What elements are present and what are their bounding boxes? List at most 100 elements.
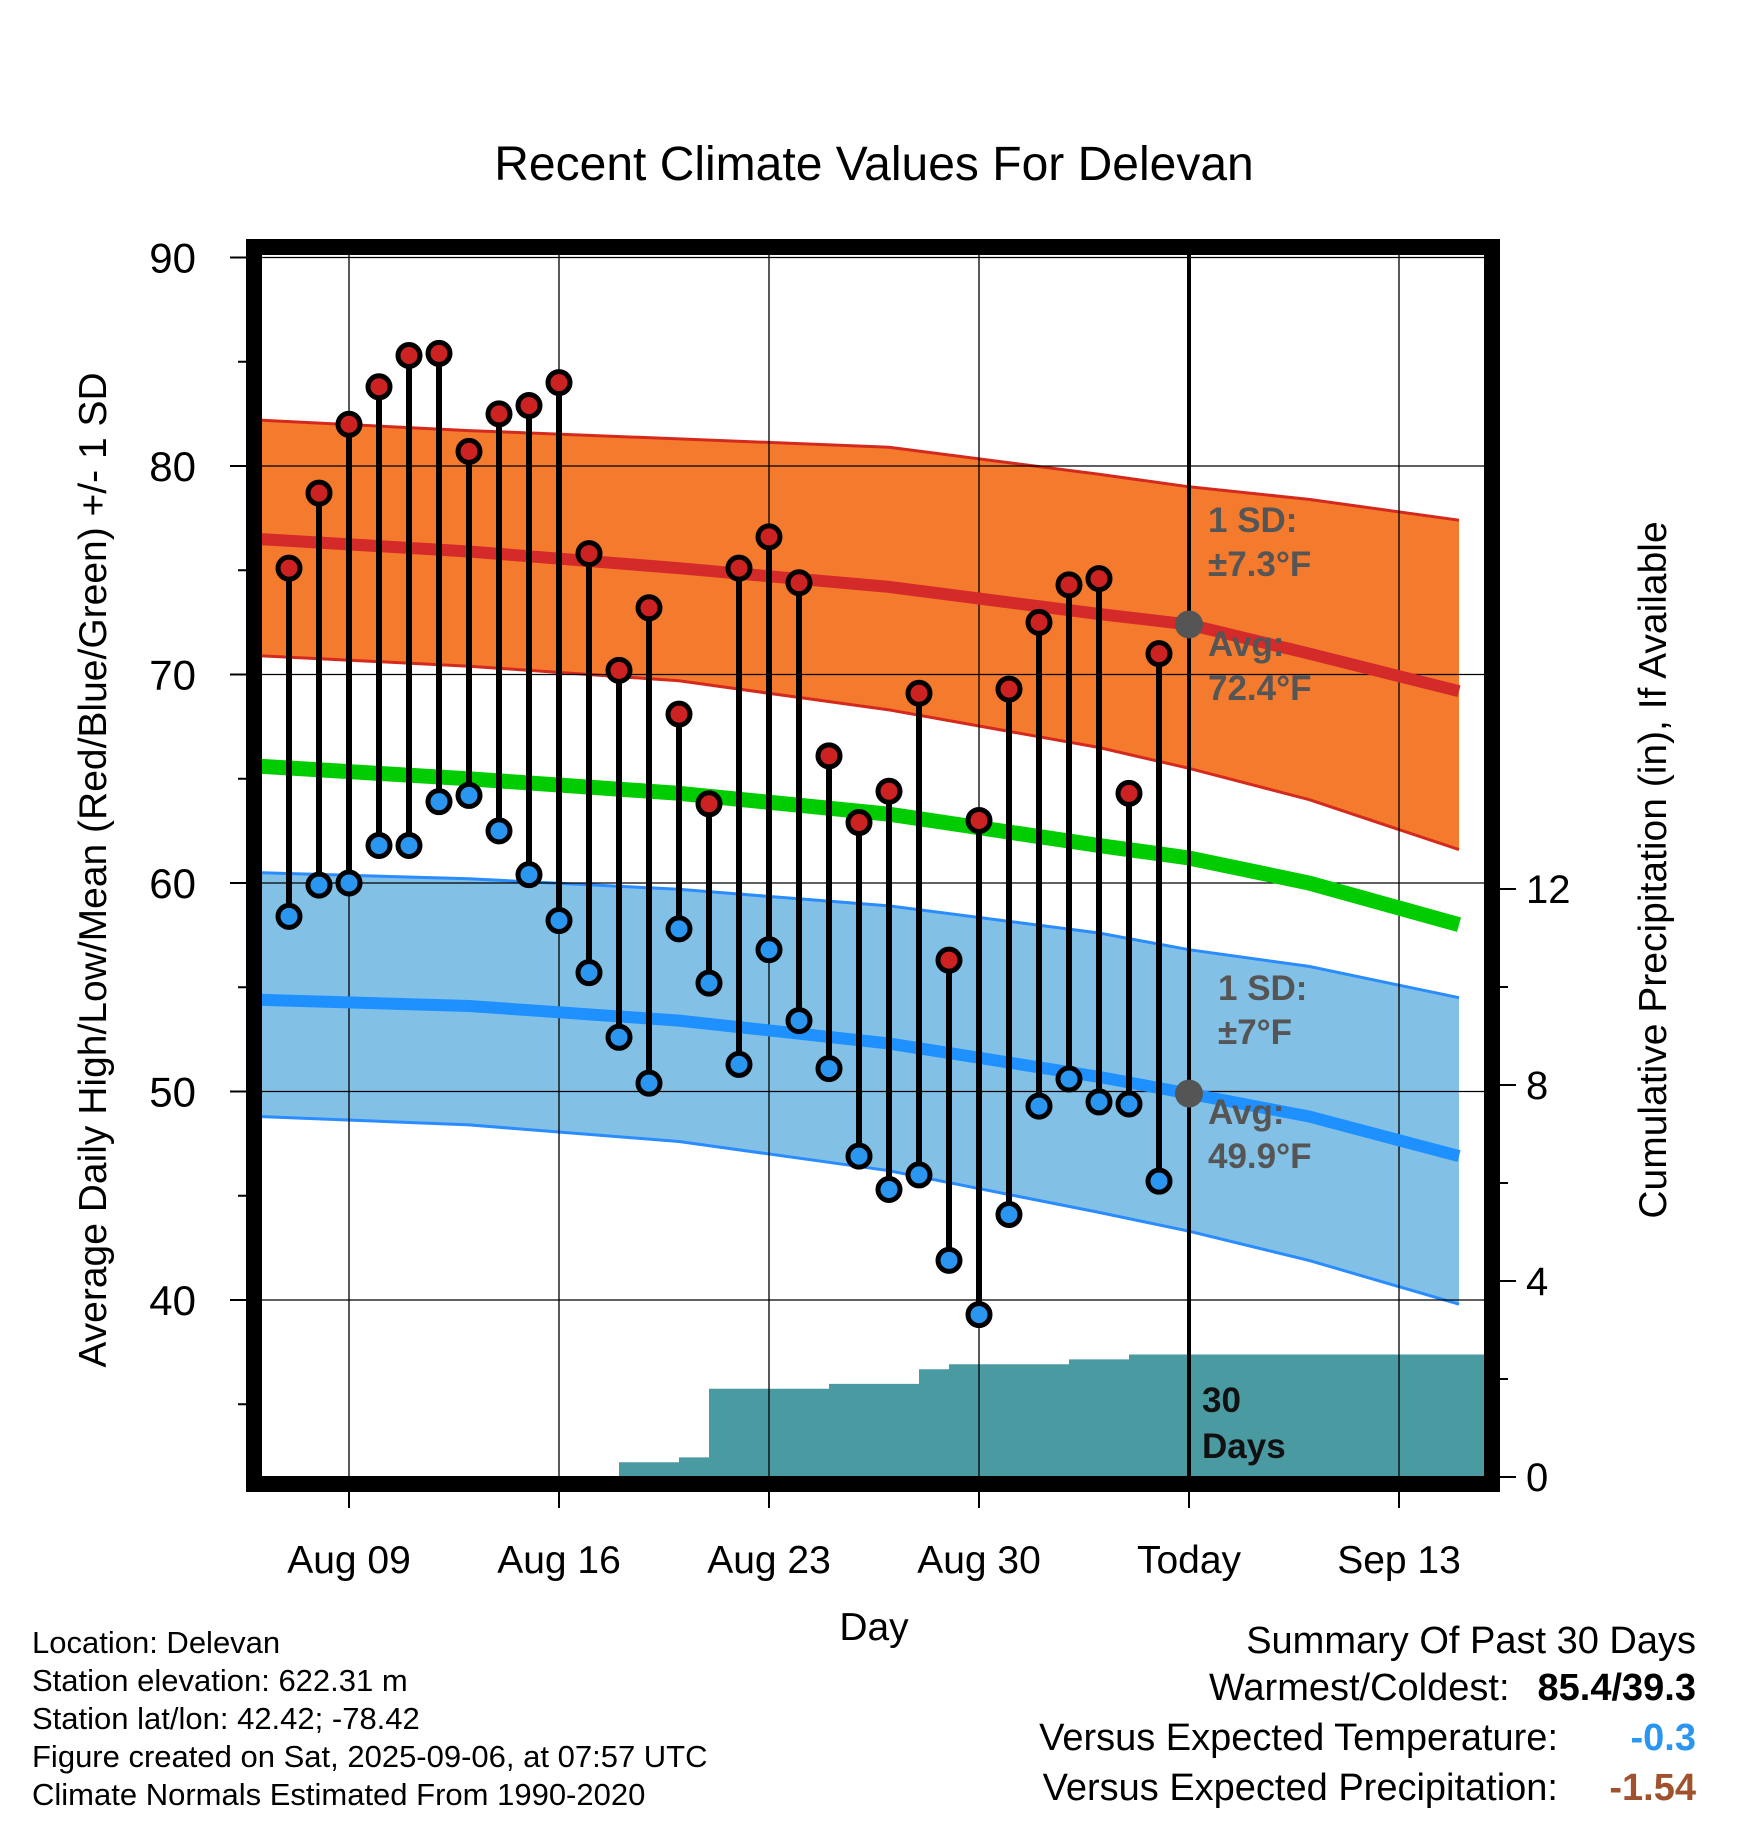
obs-low-point xyxy=(965,1301,993,1329)
location-text: Location: Delevan xyxy=(32,1625,281,1660)
low-sd-value: ±7°F xyxy=(1218,1013,1292,1052)
y-left-tick-label: 60 xyxy=(149,860,196,907)
obs-high-point xyxy=(365,373,393,401)
obs-low-point xyxy=(605,1023,633,1051)
obs-low-point xyxy=(815,1055,843,1083)
normal-mean-line xyxy=(262,758,1462,932)
obs-low-point xyxy=(875,1175,903,1203)
summary-warmest-row: Warmest/Coldest: 85.4/39.3 xyxy=(796,1663,1696,1713)
x-axis-label: Day xyxy=(839,1606,909,1649)
obs-high-point xyxy=(905,679,933,707)
low-band-upper-edge xyxy=(262,871,1460,1000)
obs-low-point xyxy=(1055,1065,1083,1093)
y-left-tick-label: 70 xyxy=(149,652,196,699)
normals-text: Climate Normals Estimated From 1990-2020 xyxy=(32,1777,646,1812)
obs-low-point xyxy=(665,915,693,943)
obs-low-point xyxy=(695,969,723,997)
x-tick-label: Aug 30 xyxy=(917,1539,1041,1582)
warmest-label: Warmest/Coldest: xyxy=(1208,1667,1510,1709)
summary-temp-row: Versus Expected Temperature: -0.3 xyxy=(796,1713,1696,1763)
low-sd-label: 1 SD: xyxy=(1218,969,1307,1008)
obs-high-point xyxy=(605,656,633,684)
obs-high-point xyxy=(575,540,603,568)
x-tick-label: Sep 13 xyxy=(1337,1539,1461,1582)
obs-high-point xyxy=(485,400,513,428)
obs-low-point xyxy=(785,1007,813,1035)
obs-high-point xyxy=(545,369,573,397)
obs-low-point xyxy=(755,936,783,964)
obs-high-point xyxy=(455,437,483,465)
obs-low-point xyxy=(305,871,333,899)
x-tick-label: Aug 23 xyxy=(707,1539,831,1582)
temp-value: -0.3 xyxy=(1630,1717,1696,1759)
y-right-tick-label: 8 xyxy=(1526,1064,1548,1108)
obs-high-point xyxy=(695,790,723,818)
summary-title: Summary Of Past 30 Days xyxy=(1246,1620,1696,1662)
obs-low-point xyxy=(1145,1167,1173,1195)
y-right-tick-label: 12 xyxy=(1526,868,1571,912)
obs-low-point xyxy=(725,1050,753,1078)
obs-high-point xyxy=(335,410,363,438)
obs-low-point xyxy=(275,902,303,930)
obs-high-point xyxy=(635,594,663,622)
precip-value: -1.54 xyxy=(1609,1767,1696,1809)
obs-low-point xyxy=(335,869,363,897)
today-low-avg-marker xyxy=(1175,1079,1203,1108)
station-info: Location: Delevan Station elevation: 622… xyxy=(32,1624,708,1814)
obs-high-point xyxy=(1055,571,1083,599)
precip-label: Versus Expected Precipitation: xyxy=(1042,1767,1558,1809)
obs-high-point xyxy=(815,742,843,770)
obs-low-point xyxy=(1115,1090,1143,1118)
obs-low-point xyxy=(635,1069,663,1097)
obs-high-point xyxy=(1145,640,1173,668)
low-avg-value: 49.9°F xyxy=(1208,1137,1312,1176)
y-left-tick-label: 80 xyxy=(149,443,196,490)
obs-low-point xyxy=(365,831,393,859)
elevation-text: Station elevation: 622.31 m xyxy=(32,1663,408,1698)
x-tick-label: Today xyxy=(1137,1539,1242,1582)
obs-low-point xyxy=(455,781,483,809)
y-left-tick-label: 90 xyxy=(149,235,196,282)
today-high-avg-marker xyxy=(1175,610,1203,639)
latlon-text: Station lat/lon: 42.42; -78.42 xyxy=(32,1701,420,1736)
precip-days-number: 30 xyxy=(1202,1381,1241,1420)
plot-content: 1 SD: ±7.3°F Avg: 72.4°F 1 SD: ±7°F Avg: 49.9°F… xyxy=(262,250,1484,1477)
obs-low-point xyxy=(395,831,423,859)
low-avg-label: Avg: xyxy=(1208,1093,1284,1132)
obs-high-point xyxy=(275,554,303,582)
y-left-tick-label: 40 xyxy=(149,1277,196,1324)
obs-high-point xyxy=(875,777,903,805)
y-left-tick-label: 50 xyxy=(149,1069,196,1116)
obs-low-point xyxy=(935,1246,963,1274)
obs-high-point xyxy=(305,479,333,507)
obs-low-point xyxy=(515,861,543,889)
x-tick-label: Aug 16 xyxy=(497,1539,621,1582)
obs-low-point xyxy=(575,959,603,987)
obs-low-point xyxy=(1085,1088,1113,1116)
y-axis-right-label: Cumulative Precipitation (in), If Availa… xyxy=(1632,521,1675,1218)
obs-low-point xyxy=(1025,1092,1053,1120)
obs-high-point xyxy=(515,392,543,420)
normal-low-line xyxy=(262,993,1461,1162)
precip-area xyxy=(589,1354,1484,1477)
obs-high-point xyxy=(1115,779,1143,807)
created-text: Figure created on Sat, 2025-09-06, at 07… xyxy=(32,1739,708,1774)
obs-low-point xyxy=(845,1142,873,1170)
obs-low-point xyxy=(905,1161,933,1189)
warmest-value: 85.4/39.3 xyxy=(1537,1667,1696,1709)
summary-precip-row: Versus Expected Precipitation: -1.54 xyxy=(796,1763,1696,1813)
obs-low-point xyxy=(545,907,573,935)
low-band-lower-edge xyxy=(262,1115,1460,1306)
obs-high-point xyxy=(755,523,783,551)
obs-high-point xyxy=(725,554,753,582)
temp-label: Versus Expected Temperature: xyxy=(1039,1717,1558,1759)
obs-high-point xyxy=(395,341,423,369)
obs-high-point xyxy=(785,569,813,597)
high-sd-label: 1 SD: xyxy=(1208,501,1297,540)
precip-days-word: Days xyxy=(1202,1427,1286,1466)
obs-low-point xyxy=(425,788,453,816)
summary-panel: Summary Of Past 30 Days Warmest/Coldest:… xyxy=(796,1620,1696,1813)
obs-low-point xyxy=(485,817,513,845)
normal-high-line xyxy=(262,533,1461,698)
